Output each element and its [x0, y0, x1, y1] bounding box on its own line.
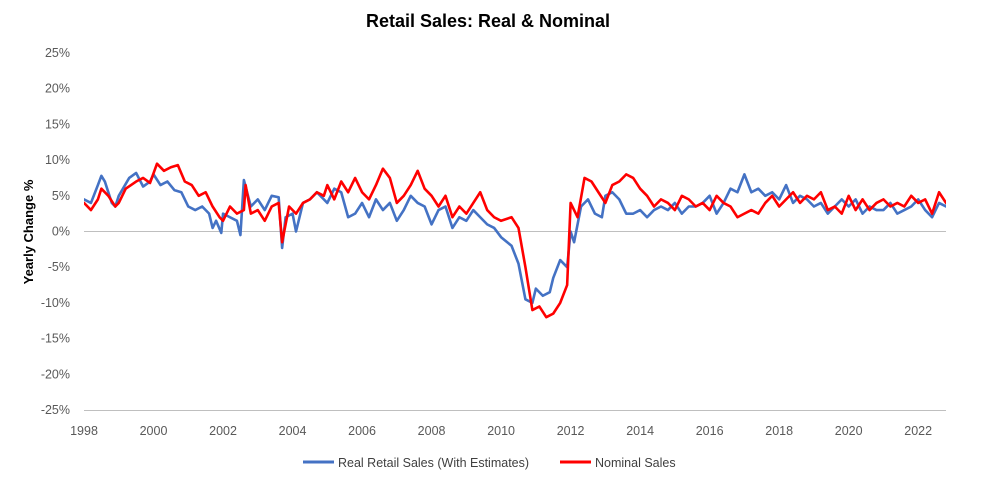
- x-tick-label: 2008: [418, 424, 446, 438]
- y-axis-label: Yearly Change %: [21, 179, 36, 284]
- x-tick-label: 2000: [140, 424, 168, 438]
- x-tick-label: 1998: [70, 424, 98, 438]
- y-tick-label: 5%: [52, 189, 70, 203]
- legend-item-nominal: Nominal Sales: [560, 456, 676, 470]
- x-tick-label: 2020: [835, 424, 863, 438]
- y-tick-label: 25%: [45, 46, 70, 60]
- series-line-nominal-sales: [84, 162, 946, 319]
- legend-label-nominal: Nominal Sales: [595, 456, 676, 470]
- x-tick-label: 2004: [279, 424, 307, 438]
- series-group: [84, 162, 946, 319]
- legend-item-real: Real Retail Sales (With Estimates): [303, 456, 529, 470]
- chart-title: Retail Sales: Real & Nominal: [366, 11, 610, 31]
- y-tick-label: 20%: [45, 82, 70, 96]
- x-tick-label: 2010: [487, 424, 515, 438]
- x-tick-label: 2022: [904, 424, 932, 438]
- x-axis-ticks: 1998 2000 2002 2004 2006 2008 2010 2012 2014 2016…: [70, 424, 932, 438]
- y-tick-label: -25%: [41, 403, 70, 417]
- x-tick-label: 2002: [209, 424, 237, 438]
- y-axis-ticks: 25% 20% 15% 10% 5% 0% -5% -10% -15% -20% -25%: [41, 46, 70, 417]
- y-tick-label: -10%: [41, 296, 70, 310]
- x-tick-label: 2016: [696, 424, 724, 438]
- y-tick-label: 0%: [52, 225, 70, 239]
- y-tick-label: -5%: [48, 260, 70, 274]
- legend: Real Retail Sales (With Estimates) Nomin…: [303, 456, 676, 470]
- x-tick-label: 2018: [765, 424, 793, 438]
- y-tick-label: 10%: [45, 153, 70, 167]
- x-tick-label: 2014: [626, 424, 654, 438]
- series-line-real-retail-sales: [84, 171, 946, 305]
- legend-label-real: Real Retail Sales (With Estimates): [338, 456, 529, 470]
- y-tick-label: 15%: [45, 117, 70, 131]
- y-tick-label: -15%: [41, 332, 70, 346]
- x-tick-label: 2012: [557, 424, 585, 438]
- y-tick-label: -20%: [41, 367, 70, 381]
- x-tick-label: 2006: [348, 424, 376, 438]
